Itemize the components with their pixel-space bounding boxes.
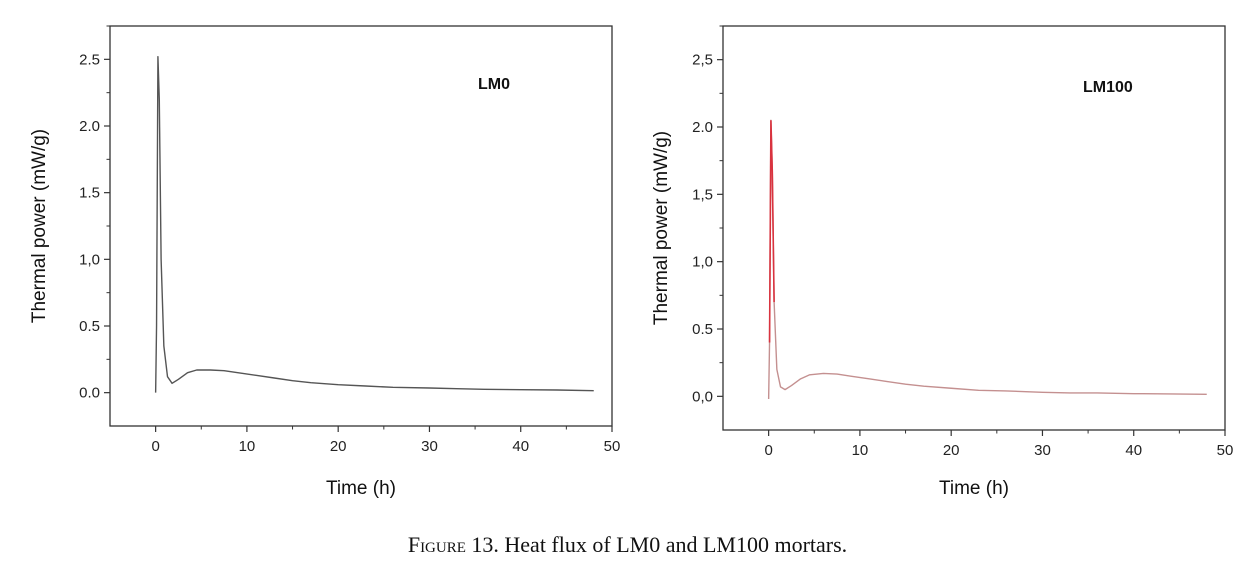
x-tick-label: 50 [604,438,621,455]
x-tick-label: 10 [239,438,256,455]
x-tick-label: 20 [330,438,347,455]
y-tick-label: 1,0 [79,251,100,268]
chart-lm100: 0 10 20 30 40 50 0,0 0.5 1,0 1,5 2.0 2,5 Time (h) The… [651,25,1234,499]
x-axis-title: Time (h) [939,478,1009,499]
y-tick-label: 2,5 [692,52,713,69]
y-tick-label: 1,5 [692,186,713,203]
y-tick-label: 0,0 [692,388,713,405]
figure-label: Figure 13. [407,532,499,557]
x-tick-label: 30 [421,438,438,455]
x-tick-label: 40 [1125,442,1142,459]
y-axis-title: Thermal power (mW/g) [29,129,50,323]
x-tick-label: 10 [852,442,869,459]
x-tick-label: 20 [943,442,960,459]
series-label-lm0: LM0 [478,76,510,93]
x-tick-label: 50 [1217,442,1234,459]
y-tick-label: 2.5 [79,51,100,68]
x-tick-label: 40 [512,438,529,455]
y-tick-label: 1,0 [692,254,713,271]
chart-lm0: 0 10 20 30 40 50 0.0 0.5 1,0 1.5 2.0 2.5 Time (h) The… [29,25,621,499]
plot-frame [109,25,613,427]
x-axis-title: Time (h) [326,478,396,499]
series-label-lm100: LM100 [1083,79,1133,96]
x-tick-label: 30 [1034,442,1051,459]
y-tick-label: 0.5 [79,318,100,335]
y-tick-label: 2.0 [692,119,713,136]
y-tick-label: 2.0 [79,118,100,135]
y-tick-label: 0.0 [79,385,100,402]
y-tick-label: 0.5 [692,321,713,338]
series-spike-lm100 [768,120,775,343]
plot-frame [722,25,1226,431]
series-line-lm0 [154,55,594,393]
x-tick-label: 0 [151,438,159,455]
series-line-lm100 [767,119,1207,400]
x-tick-label: 0 [764,442,772,459]
figure-caption: Figure 13. Heat flux of LM0 and LM100 mo… [0,532,1255,558]
caption-text: Heat flux of LM0 and LM100 mortars. [504,532,848,557]
y-tick-label: 1.5 [79,185,100,202]
y-axis-title: Thermal power (mW/g) [651,131,672,325]
